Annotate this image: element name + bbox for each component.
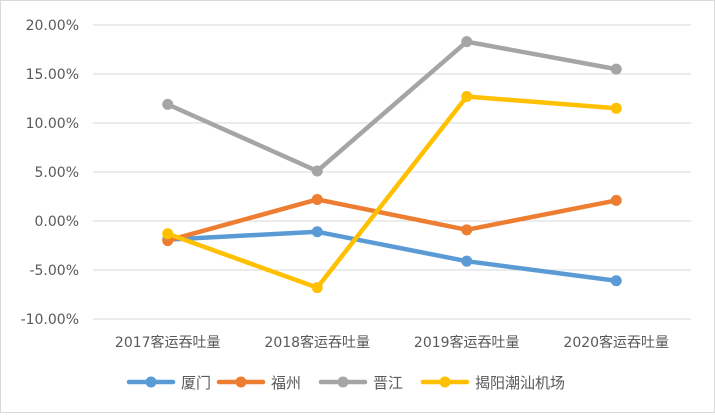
legend-label: 揭阳潮汕机场 xyxy=(475,374,565,392)
legend-swatch-marker xyxy=(235,376,247,388)
y-axis-tick-labels: -10.00% -5.00% 0.00% 5.00% 10.00% 15.00% 20.00… xyxy=(21,18,79,328)
y-tick-label: 0.00% xyxy=(35,214,79,230)
y-tick-label: -10.00% xyxy=(21,312,79,328)
data-point xyxy=(461,91,473,103)
x-tick-label: 2019客运吞吐量 xyxy=(414,334,520,351)
gridlines xyxy=(93,24,691,320)
x-tick-label: 2020客运吞吐量 xyxy=(563,334,669,351)
x-tick-label: 2018客运吞吐量 xyxy=(264,334,370,351)
data-point xyxy=(162,98,174,110)
data-point xyxy=(610,63,622,75)
data-point xyxy=(461,224,473,236)
y-tick-label: 20.00% xyxy=(26,18,79,34)
legend-label: 厦门 xyxy=(181,374,211,392)
legend-item: 福州 xyxy=(216,374,301,392)
x-axis-tick-labels: 2017客运吞吐量 2018客运吞吐量 2019客运吞吐量 2020客运吞吐量 xyxy=(115,334,669,351)
x-tick-label: 2017客运吞吐量 xyxy=(115,334,221,351)
legend-label: 晋江 xyxy=(373,374,403,392)
legend-item: 厦门 xyxy=(126,374,211,392)
series-厦门 xyxy=(162,226,622,287)
legend-swatch-marker xyxy=(439,376,451,388)
data-point xyxy=(461,36,473,48)
series-line xyxy=(165,229,619,284)
series-line xyxy=(165,94,619,290)
series-lines xyxy=(162,36,622,294)
legend: 厦门 福州 晋江 揭阳潮汕机场 xyxy=(126,374,565,392)
data-point xyxy=(610,194,622,206)
data-point xyxy=(610,275,622,287)
legend-label: 福州 xyxy=(271,374,301,392)
data-point xyxy=(311,282,323,294)
series-line xyxy=(165,39,619,174)
data-point xyxy=(311,226,323,238)
y-tick-label: -5.00% xyxy=(29,263,79,279)
data-point xyxy=(311,193,323,205)
series-晋江 xyxy=(162,36,622,177)
data-point xyxy=(311,165,323,177)
legend-swatch-marker xyxy=(337,376,349,388)
legend-item: 晋江 xyxy=(318,374,403,392)
legend-item: 揭阳潮汕机场 xyxy=(420,374,565,392)
y-tick-label: 5.00% xyxy=(35,165,79,181)
legend-swatch-marker xyxy=(145,376,157,388)
data-point xyxy=(610,102,622,114)
y-tick-label: 10.00% xyxy=(26,116,79,132)
y-tick-label: 15.00% xyxy=(26,67,79,83)
series-揭阳潮汕机场 xyxy=(162,91,622,294)
data-point xyxy=(461,255,473,267)
series-line xyxy=(165,197,619,243)
data-point xyxy=(162,228,174,240)
